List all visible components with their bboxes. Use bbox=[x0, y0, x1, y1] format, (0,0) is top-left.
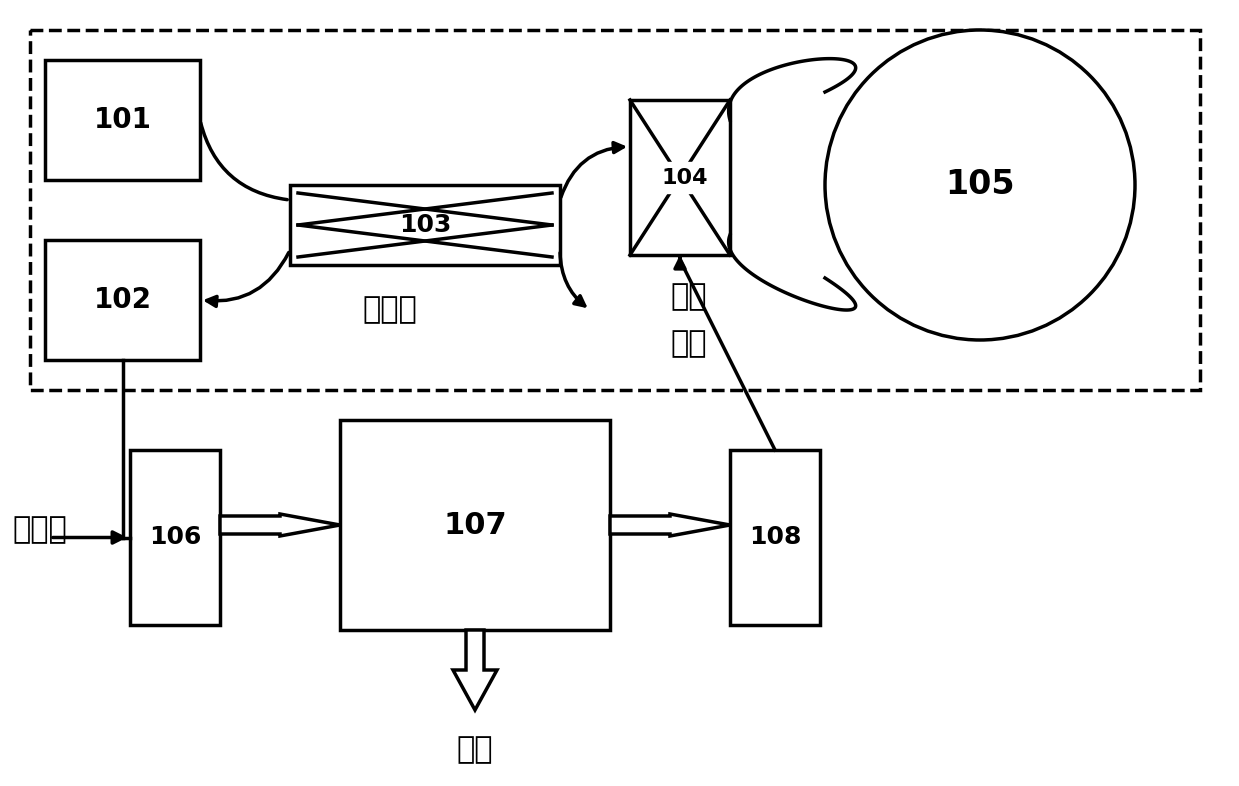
Text: 电信号: 电信号 bbox=[12, 516, 67, 545]
Circle shape bbox=[825, 30, 1135, 340]
Bar bbox=[339, 420, 610, 630]
Text: 光信号: 光信号 bbox=[363, 296, 418, 325]
Bar bbox=[629, 100, 730, 255]
Text: 103: 103 bbox=[399, 213, 451, 237]
Polygon shape bbox=[221, 514, 339, 536]
Bar bbox=[30, 30, 1201, 390]
Bar bbox=[290, 185, 560, 265]
Bar bbox=[130, 450, 221, 625]
Text: 输出: 输出 bbox=[457, 736, 493, 765]
Text: 104: 104 bbox=[662, 167, 709, 188]
Bar bbox=[45, 240, 199, 360]
Text: 107: 107 bbox=[444, 510, 507, 539]
Text: 108: 108 bbox=[748, 526, 802, 549]
Text: 调制
信号: 调制 信号 bbox=[670, 282, 706, 358]
Text: 106: 106 bbox=[149, 526, 201, 549]
Bar bbox=[45, 60, 199, 180]
Bar bbox=[730, 450, 820, 625]
Polygon shape bbox=[453, 630, 497, 710]
Text: 105: 105 bbox=[945, 168, 1015, 201]
Text: 101: 101 bbox=[94, 106, 151, 134]
Text: 102: 102 bbox=[93, 286, 151, 314]
Polygon shape bbox=[610, 514, 730, 536]
